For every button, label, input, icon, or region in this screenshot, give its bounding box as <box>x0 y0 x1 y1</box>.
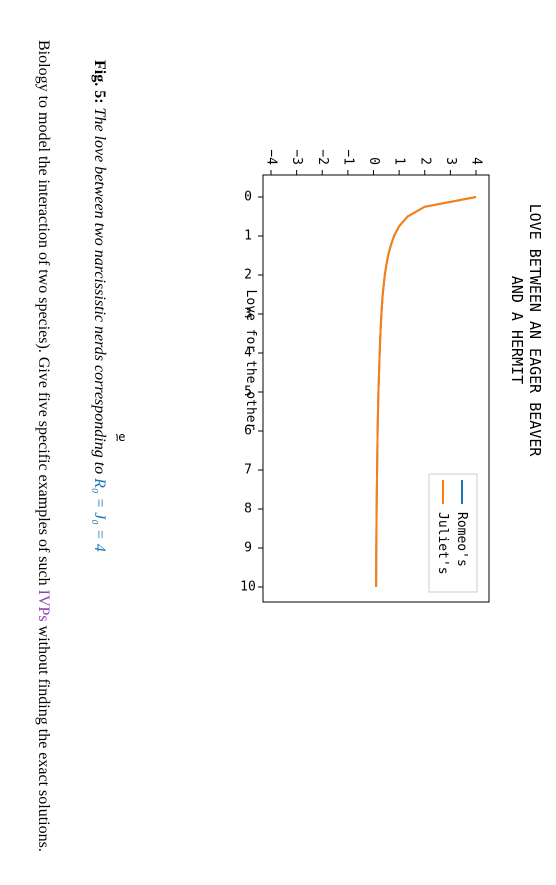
chart-title-line-1: LOVE BETWEEN AN EAGER BEAVER <box>526 204 544 458</box>
figure-caption: Fig. 5: The love between two narcissisti… <box>88 60 110 820</box>
ivp-link[interactable]: IVPs <box>35 589 52 622</box>
x-tick-label: 0 <box>244 190 252 205</box>
x-tick-label: 6 <box>244 424 252 439</box>
love-chart: LOVE BETWEEN AN EAGER BEAVER AND A HERMI… <box>116 149 544 603</box>
x-tick-label: 3 <box>244 307 252 322</box>
x-tick-label: 2 <box>244 268 252 283</box>
paragraph-text-end: without finding the exact solutions. <box>35 621 52 852</box>
y-axis-label: Love for the other <box>243 290 258 431</box>
y-tick-label: 2 <box>417 157 432 165</box>
caption-math: R₀ = J₀ = 4 <box>91 478 108 552</box>
y-tick-label: −2 <box>315 149 330 165</box>
y-tick-label: 4 <box>469 157 484 165</box>
x-ticks: 0 1 2 3 4 5 6 7 8 9 10 <box>240 190 263 595</box>
x-tick-label: 7 <box>244 463 252 478</box>
paragraph-text-start: Biology to model the interaction of two … <box>35 40 52 590</box>
y-tick-label: −1 <box>340 149 355 165</box>
x-tick-label: 1 <box>244 229 252 244</box>
chart-title-line-2: AND A HERMIT <box>508 276 526 384</box>
x-tick-label: 9 <box>244 541 252 556</box>
legend-box <box>428 473 478 593</box>
x-tick-label: 5 <box>244 385 252 400</box>
y-tick-label: 3 <box>443 157 458 165</box>
x-tick-label: 8 <box>244 502 252 517</box>
y-tick-label: −4 <box>264 149 279 165</box>
series-line-juliet <box>375 196 477 588</box>
caption-label: Fig. 5: <box>91 60 108 104</box>
x-axis-label: Time <box>116 430 125 444</box>
y-tick-label: 0 <box>366 157 381 165</box>
plot-frame <box>262 174 490 603</box>
body-paragraph: Biology to model the interaction of two … <box>32 40 54 860</box>
x-tick-label: 10 <box>240 580 256 595</box>
y-tick-label: 1 <box>392 157 407 165</box>
legend: Romeo's Juliet's <box>428 473 478 593</box>
y-ticks: −4 −3 −2 −1 0 1 2 3 4 <box>264 149 484 175</box>
series-lines <box>375 196 477 588</box>
legend-label-juliet: Juliet's <box>435 512 450 575</box>
caption-text: The love between two narcissistic nerds … <box>91 107 108 475</box>
x-tick-label: 4 <box>244 346 252 361</box>
legend-label-romeo: Romeo's <box>454 512 469 567</box>
y-tick-label: −3 <box>289 149 304 165</box>
